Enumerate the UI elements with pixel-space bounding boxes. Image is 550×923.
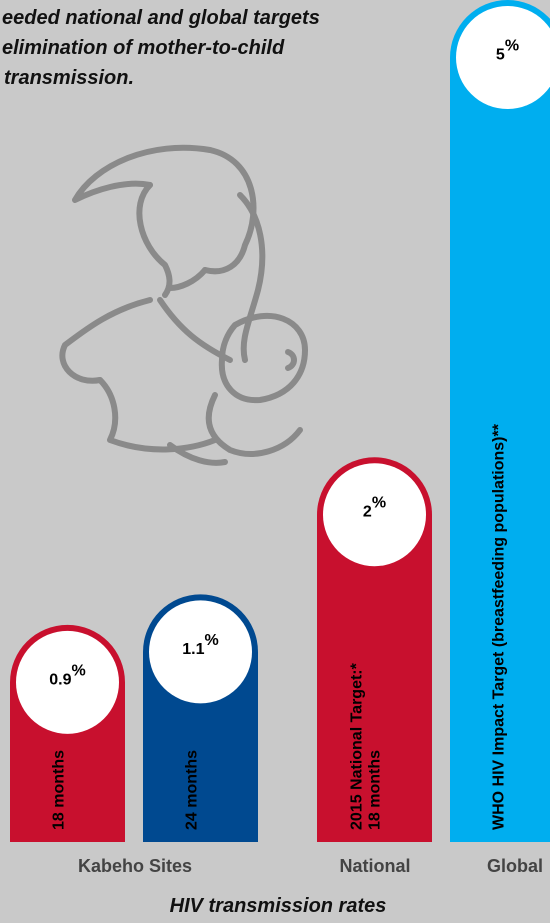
bar-label: 2015 National Target:* [349, 662, 366, 830]
x-axis-title: HIV transmission rates [170, 895, 387, 917]
mother-illustration [62, 148, 305, 463]
bar-label: 24 months [184, 750, 201, 830]
group-label: Kabeho Sites [78, 856, 192, 876]
group-label: National [339, 856, 410, 876]
bar-label: WHO HIV Impact Target (breastfeeding pop… [491, 423, 508, 830]
title-line: transmission. [4, 67, 134, 89]
value-badge [323, 463, 426, 566]
title-line: elimination of mother-to-child [2, 37, 285, 59]
group-label: Global [487, 856, 543, 876]
bar-label: 18 months [367, 750, 384, 830]
chart: eeded national and global targets elimin… [0, 0, 550, 923]
bar-label: 18 months [51, 750, 68, 830]
title-line: eeded national and global targets [2, 7, 320, 29]
